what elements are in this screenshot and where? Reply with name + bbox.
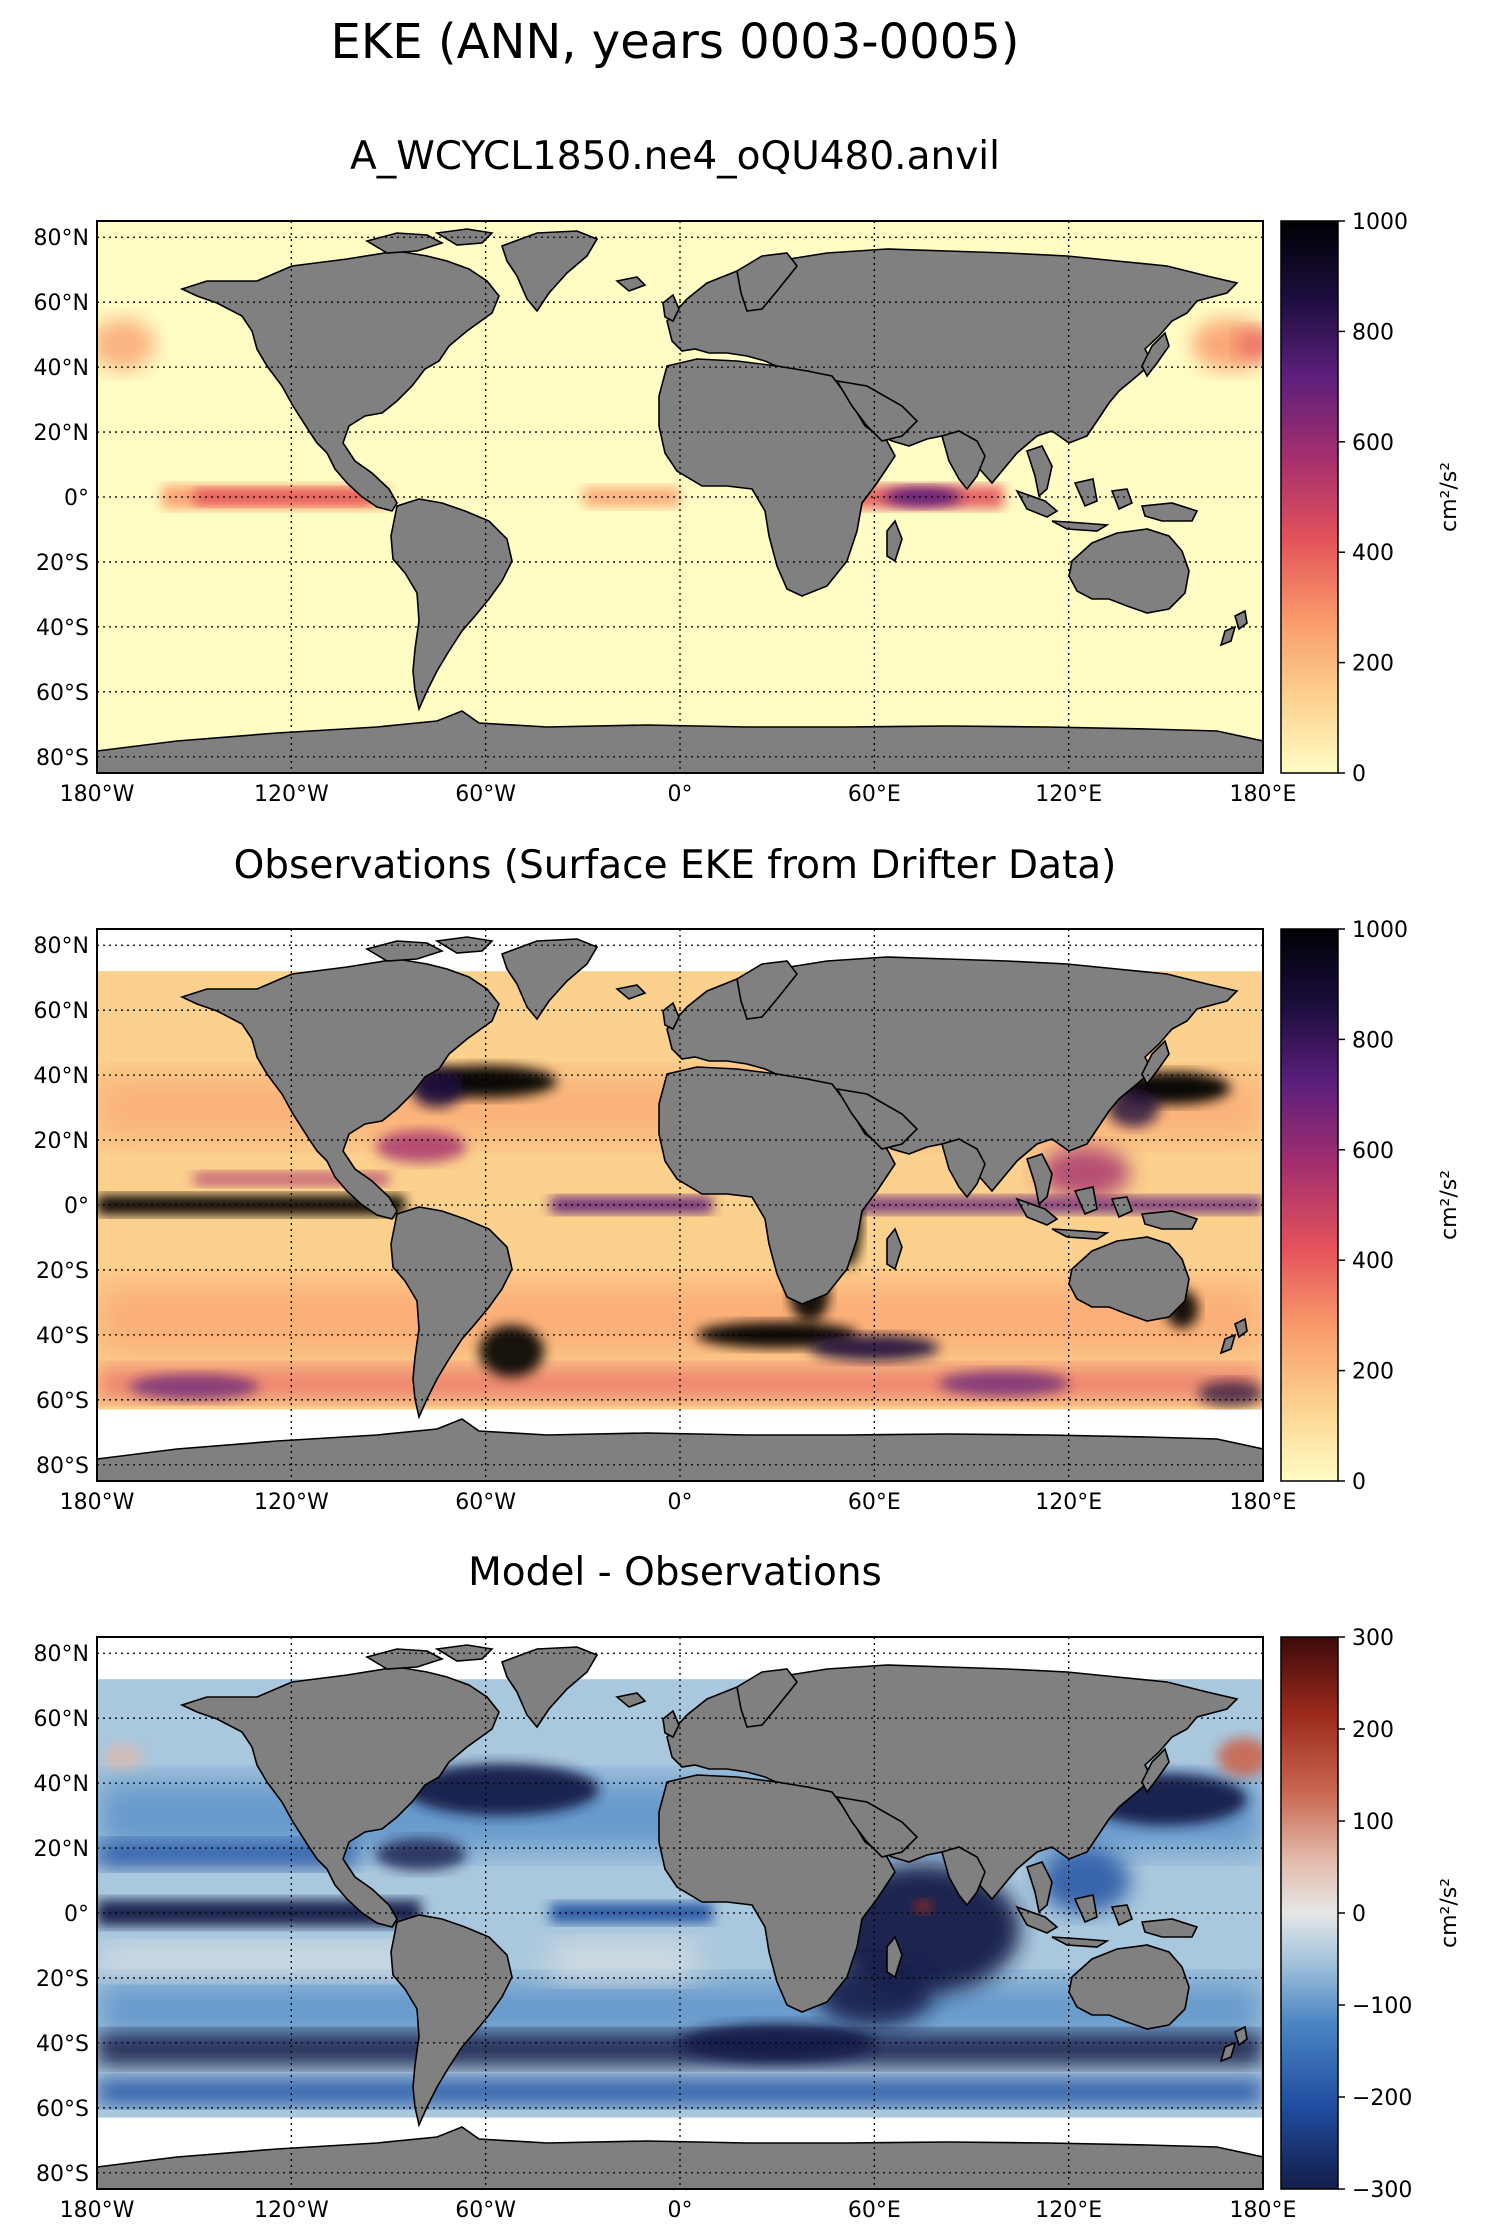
lon-tick-label: 60°W: [455, 2198, 516, 2223]
colorbar-tick-label: −100: [1352, 1994, 1412, 2019]
lon-tick-label: 0°: [668, 2198, 693, 2223]
colorbar-tick-label: 600: [1352, 431, 1394, 456]
lon-tick-label: 180°W: [60, 1490, 135, 1515]
colorbar-tick-label: 200: [1352, 1360, 1394, 1385]
lon-tick-label: 120°W: [254, 1490, 329, 1515]
lon-tick-label: 180°E: [1230, 1490, 1297, 1515]
lat-tick-label: 60°N: [34, 291, 89, 316]
lon-tick-label: 60°E: [848, 782, 901, 807]
lon-tick-label: 120°E: [1035, 1490, 1102, 1515]
lon-tick-label: 0°: [668, 1490, 693, 1515]
panel-title-model: A_WCYCL1850.ne4_oQU480.anvil: [350, 134, 1000, 179]
map-panel-model: 80°N 60°N 40°N 20°N 0° 20°S 40°S 60°S 80°S 180°W 1…: [34, 210, 1462, 807]
lat-tick-label: 60°S: [36, 681, 89, 706]
colorbar-tick-label: 400: [1352, 541, 1394, 566]
lat-tick-label: 40°N: [34, 1064, 89, 1089]
lat-tick-label: 60°N: [34, 1707, 89, 1732]
lat-tick-label: 0°: [64, 486, 89, 511]
lat-tick-label: 40°N: [34, 356, 89, 381]
colorbar-tick-label: −300: [1352, 2178, 1412, 2203]
colorbar-tick-label: 100: [1352, 1810, 1394, 1835]
lon-tick-label: 120°E: [1035, 2198, 1102, 2223]
lat-tick-label: 20°N: [34, 421, 89, 446]
lon-tick-label: 60°W: [455, 782, 516, 807]
colorbar-unit-label: cm²/s²: [1437, 1878, 1462, 1948]
map-panel-diff: 80°N 60°N 40°N 20°N 0° 20°S 40°S 60°S 80°S 180°W 1…: [34, 1626, 1462, 2223]
lat-tick-label: 0°: [64, 1902, 89, 1927]
panel-title-observations: Observations (Surface EKE from Drifter D…: [233, 843, 1117, 888]
gridlines: [97, 929, 1263, 1481]
colorbar-scale: [1280, 928, 1339, 1482]
colorbar-tick-label: 200: [1352, 1718, 1394, 1743]
colorbar-tick-label: 600: [1352, 1139, 1394, 1164]
lat-tick-label: 60°S: [36, 2097, 89, 2122]
map-frame: [96, 220, 1264, 774]
map-frame: [96, 928, 1264, 1482]
lon-tick-label: 0°: [668, 782, 693, 807]
lon-tick-label: 180°W: [60, 2198, 135, 2223]
lat-tick-label: 40°S: [36, 1324, 89, 1349]
lat-tick-label: 40°S: [36, 616, 89, 641]
map-field-diff: [97, 1637, 1263, 2189]
lat-tick-label: 0°: [64, 1194, 89, 1219]
colorbar-tick-label: −200: [1352, 2086, 1412, 2111]
lat-tick-label: 80°N: [34, 1642, 89, 1667]
colorbar-tick-label: 1000: [1352, 210, 1408, 235]
colorbar-tick-label: 800: [1352, 320, 1394, 345]
colorbar-tick-label: 200: [1352, 652, 1394, 677]
lon-tick-label: 120°E: [1035, 782, 1102, 807]
colorbar-tick-label: 0: [1352, 762, 1366, 787]
lon-tick-label: 180°W: [60, 782, 135, 807]
colorbar-diff: −300 −200 −100 0 100 200 300 cm²/s²: [1280, 1626, 1462, 2203]
colorbar-scale: [1280, 1636, 1339, 2190]
lat-tick-label: 20°N: [34, 1837, 89, 1862]
figure-title: EKE (ANN, years 0003-0005): [330, 14, 1020, 70]
colorbar-unit-label: cm²/s²: [1437, 1170, 1462, 1240]
colorbar-obs: 0 200 400 600 800 1000 cm²/s²: [1280, 918, 1462, 1495]
lat-tick-label: 20°S: [36, 1967, 89, 1992]
lat-tick-label: 60°S: [36, 1389, 89, 1414]
panel-title-difference: Model - Observations: [468, 1550, 882, 1595]
lat-tick-label: 80°S: [36, 2162, 89, 2187]
lon-tick-label: 120°W: [254, 2198, 329, 2223]
lat-tick-label: 40°S: [36, 2032, 89, 2057]
colorbar-tick-label: 0: [1352, 1470, 1366, 1495]
lon-tick-label: 60°E: [848, 2198, 901, 2223]
lat-tick-label: 20°S: [36, 1259, 89, 1284]
lon-tick-label: 60°W: [455, 1490, 516, 1515]
lat-tick-label: 60°N: [34, 999, 89, 1024]
lat-tick-label: 40°N: [34, 1772, 89, 1797]
lon-tick-label: 180°E: [1230, 2198, 1297, 2223]
colorbar-tick-label: 1000: [1352, 918, 1408, 943]
lat-tick-label: 80°N: [34, 934, 89, 959]
colorbar-tick-label: 300: [1352, 1626, 1394, 1651]
map-field-model: [97, 221, 1263, 773]
lat-tick-label: 80°S: [36, 746, 89, 771]
colorbar-model: 0 200 400 600 800 1000 cm²/s²: [1280, 210, 1462, 787]
gridlines: [97, 221, 1263, 773]
lon-tick-label: 120°W: [254, 782, 329, 807]
lat-tick-label: 80°N: [34, 226, 89, 251]
lon-tick-label: 60°E: [848, 1490, 901, 1515]
map-frame: [96, 1636, 1264, 2190]
map-field-obs: [97, 929, 1263, 1481]
lat-tick-label: 20°S: [36, 551, 89, 576]
gridlines: [97, 1637, 1263, 2189]
colorbar-tick-label: 0: [1352, 1902, 1366, 1927]
colorbar-tick-label: 800: [1352, 1028, 1394, 1053]
map-panel-obs: 80°N 60°N 40°N 20°N 0° 20°S 40°S 60°S 80°S 180°W 1…: [34, 918, 1462, 1515]
colorbar-tick-label: 400: [1352, 1249, 1394, 1274]
colorbar-unit-label: cm²/s²: [1437, 462, 1462, 532]
colorbar-scale: [1280, 220, 1339, 774]
lat-tick-label: 80°S: [36, 1454, 89, 1479]
lat-tick-label: 20°N: [34, 1129, 89, 1154]
lon-tick-label: 180°E: [1230, 782, 1297, 807]
